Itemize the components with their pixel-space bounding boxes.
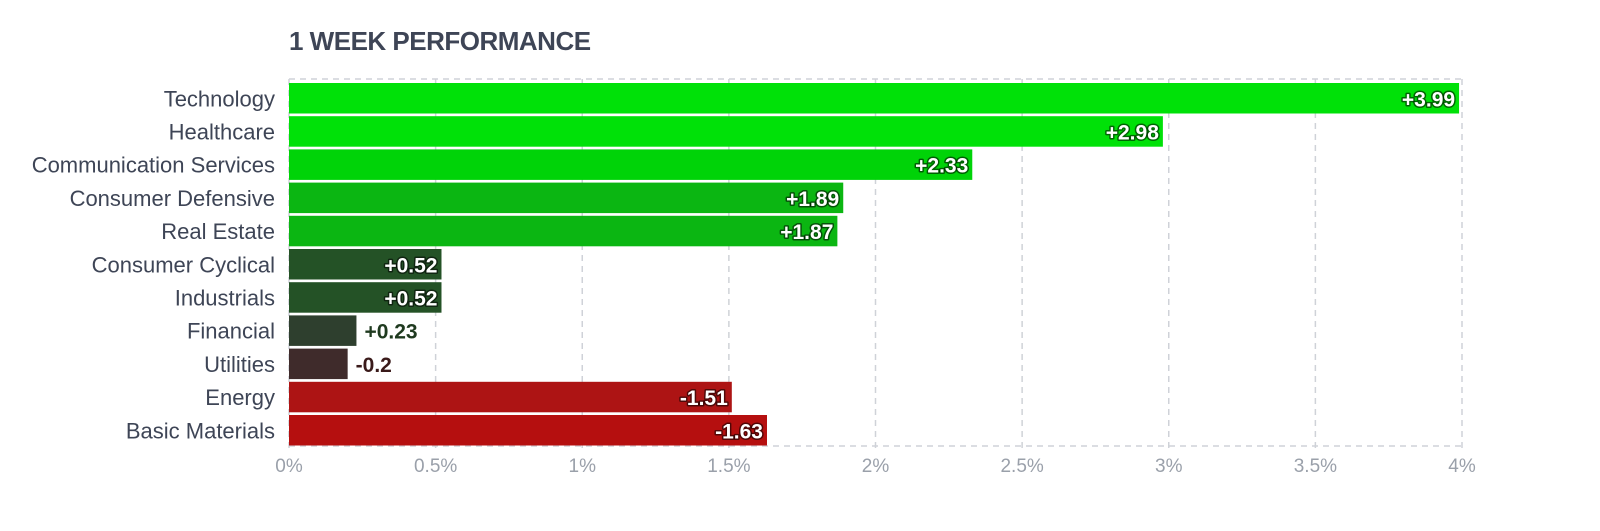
bar <box>289 83 1460 114</box>
category-label: Technology <box>164 86 275 111</box>
category-label: Consumer Defensive <box>70 186 275 211</box>
bar <box>289 415 767 446</box>
x-tick-label: 4% <box>1448 456 1476 477</box>
category-label: Utilities <box>204 352 275 377</box>
category-label: Real Estate <box>161 219 275 244</box>
data-label: +2.33 <box>915 155 968 178</box>
chart-title: 1 WEEK PERFORMANCE <box>289 26 591 56</box>
data-label: +0.52 <box>384 287 437 310</box>
data-label: +0.52 <box>384 254 437 277</box>
x-tick-label: 1.5% <box>707 456 750 477</box>
category-label: Energy <box>205 385 275 410</box>
x-tick-label: 3% <box>1155 456 1183 477</box>
data-label: +3.99 <box>1402 88 1455 111</box>
bar <box>289 116 1163 147</box>
category-label: Consumer Cyclical <box>92 252 275 277</box>
x-tick-label: 1% <box>569 456 597 477</box>
bar <box>289 215 838 247</box>
bar <box>289 381 732 413</box>
data-label: -0.2 <box>356 354 392 377</box>
category-label: Financial <box>187 319 275 344</box>
category-label: Communication Services <box>32 153 275 178</box>
category-label: Industrials <box>175 285 275 310</box>
value-labels: +3.99 +2.98 +2.33 +1.89 +1.87 +0.52 +0.52 +0.23… <box>356 87 1457 445</box>
x-tick-label: 2% <box>862 456 890 477</box>
x-tick-label: 3.5% <box>1294 456 1337 477</box>
x-axis-ticks: 0% 0.5% 1% 1.5% 2% 2.5% 3% 3.5% 4% <box>275 456 1476 477</box>
data-label: -1.51 <box>680 387 728 410</box>
data-label: +0.23 <box>364 321 417 344</box>
category-label: Basic Materials <box>126 418 275 443</box>
bar <box>289 182 844 214</box>
bar-layer <box>289 83 1460 446</box>
category-label: Healthcare <box>169 119 275 144</box>
bar <box>289 149 973 180</box>
data-label: +1.89 <box>786 188 839 211</box>
x-tick-label: 0.5% <box>414 456 457 477</box>
x-tick-label: 0% <box>275 456 303 477</box>
x-tick-label: 2.5% <box>1000 456 1043 477</box>
bar <box>289 315 357 346</box>
bar <box>289 282 442 313</box>
bar <box>289 348 348 380</box>
data-label: -1.63 <box>715 420 763 443</box>
data-label: +1.87 <box>780 221 833 244</box>
category-labels: Technology Healthcare Communication Servic… <box>32 86 275 443</box>
data-label: +2.98 <box>1106 121 1159 144</box>
bar <box>289 249 442 280</box>
